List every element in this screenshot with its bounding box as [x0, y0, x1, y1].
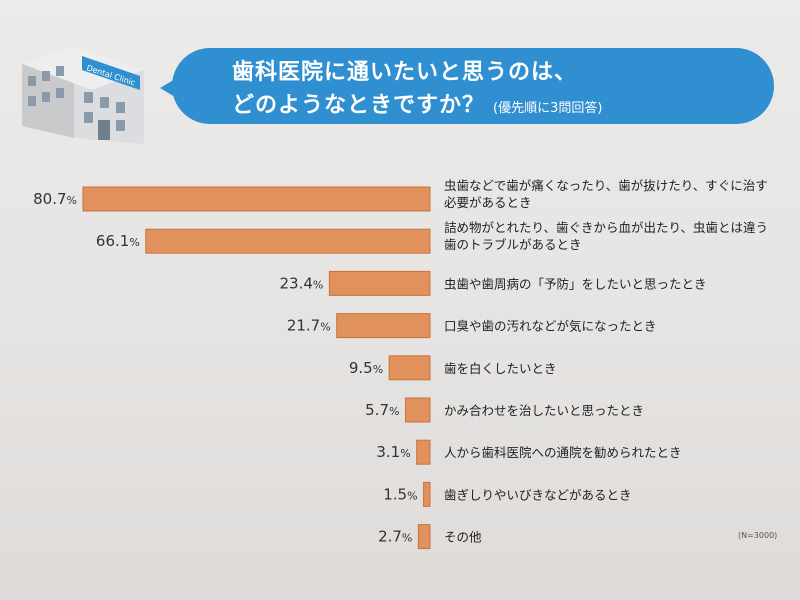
chart-title-line2: どのようなときですか？ (優先順に3問回答): [232, 87, 602, 119]
value-label-0: 80.7%: [33, 190, 77, 208]
bar-0: [82, 186, 431, 212]
dental-clinic-building-icon: Dental Clinic: [22, 46, 144, 144]
category-label-1: 詰め物がとれたり、歯ぐきから血が出たり、虫歯とは違う歯のトラブルがあるとき: [444, 220, 768, 252]
bar-8: [417, 524, 431, 550]
category-label-2: 虫歯や歯周病の「予防」をしたいと思ったとき: [444, 276, 707, 291]
value-label-1: 66.1%: [96, 232, 140, 250]
bar-7: [423, 481, 431, 507]
chart-title-line1: 歯科医院に通いたいと思うのは、: [232, 60, 578, 85]
sample-size-note: (N=3000): [738, 531, 778, 540]
category-label-0: 虫歯などで歯が痛くなったり、歯が抜けたり、すぐに治す必要があるとき: [444, 178, 768, 210]
category-label-5: かみ合わせを治したいと思ったとき: [444, 403, 644, 418]
bar-5: [404, 397, 431, 423]
value-label-5: 5.7%: [365, 401, 399, 419]
category-label-8: その他: [444, 530, 482, 545]
value-label-2: 23.4%: [280, 274, 324, 292]
title-speech-bubble: [172, 48, 774, 124]
bar-3: [336, 313, 431, 339]
bar-6: [416, 439, 431, 465]
category-label-4: 歯を白くしたいとき: [444, 361, 557, 376]
category-label-3: 口臭や歯の汚れなどが気になったとき: [444, 319, 657, 334]
bar-4: [388, 355, 431, 381]
value-label-3: 21.7%: [287, 317, 331, 335]
value-label-4: 9.5%: [349, 359, 383, 377]
bar-1: [145, 228, 431, 254]
chart-title-question: どのようなときですか？: [232, 93, 486, 118]
category-label-7: 歯ぎしりやいびきなどがあるとき: [444, 487, 632, 502]
chart-title-note: (優先順に3問回答): [493, 101, 603, 116]
value-label-7: 1.5%: [383, 485, 417, 503]
value-label-8: 2.7%: [378, 528, 412, 546]
bar-2: [328, 270, 431, 296]
value-label-6: 3.1%: [376, 443, 410, 461]
horizontal-bar-chart: 80.7% 虫歯などで歯が痛くなったり、歯が抜けたり、すぐに治す必要があるとき 66…: [33, 178, 768, 550]
category-label-6: 人から歯科医院への通院を勧められたとき: [444, 445, 682, 460]
